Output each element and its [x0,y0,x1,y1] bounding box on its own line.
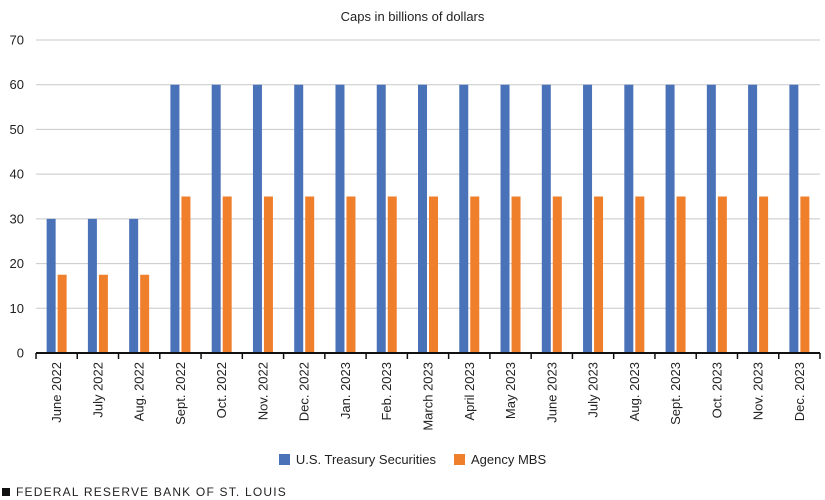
x-tick-label-17: Nov. 2023 [751,362,766,420]
bar-treasury-4 [211,84,221,353]
x-tick-label-15: Sept. 2023 [668,362,683,425]
x-tick-label-12: June 2023 [544,362,559,423]
bar-treasury-0 [46,218,56,353]
bar-mbs-10 [470,196,480,353]
x-tick-label-14: Aug. 2023 [627,362,642,421]
bar-mbs-1 [98,274,108,353]
y-tick-label-40: 40 [10,167,24,182]
x-tick-label-1: July 2022 [90,362,105,418]
bar-mbs-0 [57,274,67,353]
y-tick-label-70: 70 [10,33,24,48]
bar-mbs-15 [676,196,686,353]
bar-mbs-14 [635,196,645,353]
bar-treasury-9 [418,84,427,353]
bar-treasury-7 [335,84,345,353]
bar-treasury-10 [459,84,469,353]
x-tick-label-6: Dec. 2022 [297,362,312,421]
bar-treasury-3 [170,84,180,353]
bar-treasury-15 [665,84,675,353]
x-tick-label-10: April 2023 [462,362,477,421]
bar-treasury-14 [624,84,634,353]
footer-text: FEDERAL RESERVE BANK OF ST. LOUIS [16,485,287,499]
y-tick-label-60: 60 [10,77,24,92]
x-tick-label-3: Sept. 2022 [173,362,188,425]
bar-treasury-11 [500,84,510,353]
x-tick-label-11: May 2023 [503,362,518,419]
x-tick-label-7: Jan. 2023 [338,362,353,419]
footer-square-icon [2,488,10,496]
bar-treasury-18 [789,84,799,353]
y-tick-label-20: 20 [10,256,24,271]
legend-item-mbs: Agency MBS [454,452,546,467]
x-tick-label-2: Aug. 2022 [132,362,147,421]
bar-mbs-9 [429,196,438,353]
legend-item-treasury: U.S. Treasury Securities [278,452,436,467]
bar-mbs-16 [717,196,727,353]
chart-title: Caps in billions of dollars [340,9,485,24]
bar-treasury-16 [706,84,716,353]
x-tick-label-8: Feb. 2023 [379,362,394,421]
bar-mbs-11 [511,196,521,353]
legend-swatch-mbs [454,454,465,465]
bar-mbs-4 [222,196,232,353]
bar-treasury-12 [541,84,551,353]
bar-mbs-18 [800,196,810,353]
bar-treasury-6 [294,84,304,353]
footer: FEDERAL RESERVE BANK OF ST. LOUIS [2,485,287,499]
bar-treasury-13 [583,84,593,353]
bar-treasury-1 [87,218,97,353]
y-tick-label-30: 30 [10,211,24,226]
x-tick-label-18: Dec. 2023 [792,362,807,421]
bar-mbs-5 [263,196,273,353]
x-tick-label-4: Oct. 2022 [214,362,229,418]
legend-label-mbs: Agency MBS [471,452,547,467]
bar-mbs-3 [181,196,191,353]
y-tick-label-10: 10 [10,301,24,316]
y-tick-label-50: 50 [10,122,24,137]
legend: U.S. Treasury Securities Agency MBS [0,452,825,467]
bar-mbs-2 [140,274,150,353]
bar-mbs-17 [759,196,769,353]
x-tick-label-16: Oct. 2023 [709,362,724,418]
bar-mbs-6 [305,196,315,353]
bar-mbs-7 [346,196,356,353]
x-tick-label-5: Nov. 2022 [255,362,270,420]
bar-mbs-13 [594,196,604,353]
bar-treasury-8 [376,84,386,353]
bar-treasury-2 [129,218,139,353]
legend-swatch-treasury [278,454,290,465]
x-tick-label-13: July 2023 [586,362,601,418]
legend-label-treasury: U.S. Treasury Securities [295,452,436,467]
y-tick-label-0: 0 [17,346,24,361]
x-tick-label-9: March 2023 [421,362,436,431]
bar-treasury-5 [252,84,262,353]
bar-mbs-8 [387,196,397,353]
bar-treasury-17 [748,84,758,353]
bar-mbs-12 [552,196,562,353]
x-tick-label-0: June 2022 [49,362,64,423]
